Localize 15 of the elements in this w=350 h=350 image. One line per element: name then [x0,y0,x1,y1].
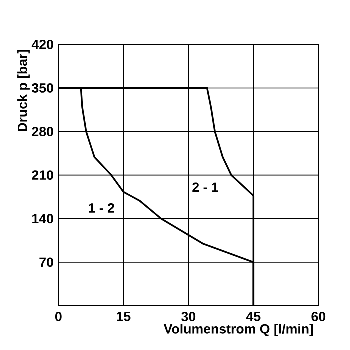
x-tick-label: 30 [182,312,196,322]
x-tick-label: 15 [117,312,131,322]
y-tick-label: 350 [32,84,54,93]
x-tick-label: 45 [246,312,261,322]
y-tick-label: 70 [40,258,54,268]
x-axis-title: Volumenstrom Q [l/min] [164,324,314,336]
y-tick-label: 280 [32,127,54,136]
y-axis-title: Druck p [bar] [18,50,30,132]
y-tick-label: 140 [32,214,54,224]
series-label: 2 - 1 [192,182,218,192]
y-tick-label: 420 [32,40,54,50]
y-tick-label: 210 [32,170,54,180]
series-label: 1 - 2 [89,204,114,213]
x-tick-label: 60 [312,312,326,322]
x-tick-label: 0 [55,312,62,322]
